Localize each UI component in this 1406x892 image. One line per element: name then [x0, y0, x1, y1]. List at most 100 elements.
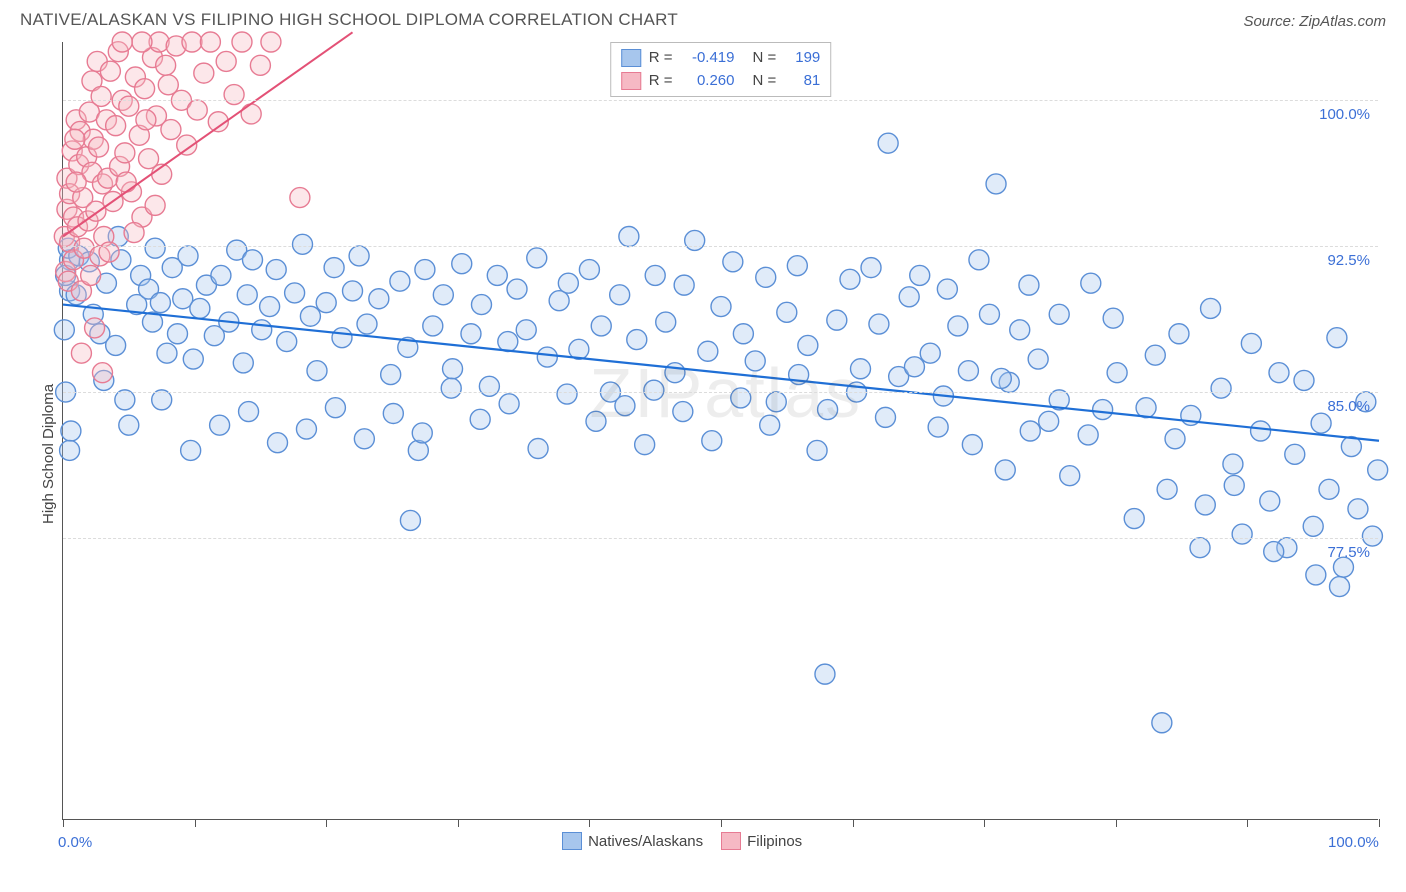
scatter-point: [827, 310, 847, 330]
scatter-point: [910, 265, 930, 285]
scatter-point: [698, 341, 718, 361]
scatter-point: [627, 330, 647, 350]
legend-n-value: 81: [786, 70, 820, 93]
scatter-point: [991, 368, 1011, 388]
scatter-point: [136, 110, 156, 130]
scatter-point: [1251, 421, 1271, 441]
scatter-point: [673, 402, 693, 422]
scatter-point: [656, 312, 676, 332]
scatter-point: [1201, 298, 1221, 318]
scatter-point: [1330, 577, 1350, 597]
scatter-point: [528, 439, 548, 459]
legend-stat-row: R =-0.419N =199: [621, 47, 821, 70]
scatter-point: [145, 195, 165, 215]
scatter-point: [777, 302, 797, 322]
scatter-point: [250, 55, 270, 75]
scatter-point: [441, 378, 461, 398]
scatter-point: [433, 285, 453, 305]
x-tick-mark: [458, 819, 459, 827]
scatter-point: [81, 265, 101, 285]
scatter-point: [498, 332, 518, 352]
scatter-point: [537, 347, 557, 367]
scatter-point: [1195, 495, 1215, 515]
scatter-point: [194, 63, 214, 83]
scatter-point: [243, 250, 263, 270]
scatter-point: [145, 238, 165, 258]
scatter-point: [99, 242, 119, 262]
legend-series-item: Filipinos: [721, 832, 802, 850]
scatter-point: [260, 297, 280, 317]
scatter-point: [239, 402, 259, 422]
scatter-point: [1264, 542, 1284, 562]
scatter-point: [200, 32, 220, 52]
scatter-point: [1039, 411, 1059, 431]
y-tick-label: 85.0%: [1327, 398, 1370, 415]
scatter-point: [499, 394, 519, 414]
legend-r-value: 0.260: [683, 70, 735, 93]
legend-n-label: N =: [753, 70, 777, 93]
scatter-point: [818, 400, 838, 420]
legend-series-item: Natives/Alaskans: [562, 832, 703, 850]
scatter-point: [224, 85, 244, 105]
scatter-point: [1190, 538, 1210, 558]
scatter-point: [904, 357, 924, 377]
scatter-point: [182, 32, 202, 52]
scatter-point: [1145, 345, 1165, 365]
scatter-point: [1306, 565, 1326, 585]
legend-swatch: [621, 72, 641, 90]
scatter-point: [1165, 429, 1185, 449]
scatter-point: [132, 32, 152, 52]
scatter-point: [479, 376, 499, 396]
x-tick-mark: [721, 819, 722, 827]
scatter-point: [876, 407, 896, 427]
legend-swatch: [562, 832, 582, 850]
chart-source: Source: ZipAtlas.com: [1243, 13, 1386, 30]
scatter-point: [787, 256, 807, 276]
x-tick-mark: [984, 819, 985, 827]
scatter-point: [158, 75, 178, 95]
x-tick-mark: [1379, 819, 1380, 827]
scatter-point: [591, 316, 611, 336]
scatter-point: [89, 137, 109, 157]
scatter-point: [798, 335, 818, 355]
scatter-point: [237, 285, 257, 305]
scatter-point: [558, 273, 578, 293]
scatter-point: [325, 398, 345, 418]
legend-r-value: -0.419: [683, 47, 735, 70]
scatter-point: [60, 440, 80, 460]
scatter-point: [211, 265, 231, 285]
scatter-point: [1081, 273, 1101, 293]
scatter-point: [369, 289, 389, 309]
scatter-point: [665, 363, 685, 383]
y-tick-label: 92.5%: [1327, 252, 1370, 269]
scatter-point: [91, 86, 111, 106]
y-axis-label: High School Diploma: [40, 384, 57, 524]
scatter-point: [106, 116, 126, 136]
scatter-point: [277, 332, 297, 352]
scatter-point: [702, 431, 722, 451]
scatter-point: [124, 223, 144, 243]
scatter-point: [210, 415, 230, 435]
scatter-point: [1157, 479, 1177, 499]
series-legend: Natives/Alaskans Filipinos: [562, 832, 802, 850]
scatter-point: [119, 415, 139, 435]
scatter-point: [1241, 333, 1261, 353]
scatter-point: [290, 188, 310, 208]
scatter-point: [233, 353, 253, 373]
scatter-point: [316, 293, 336, 313]
scatter-point: [1285, 444, 1305, 464]
scatter-point: [731, 388, 751, 408]
scatter-point: [167, 324, 187, 344]
scatter-point: [161, 120, 181, 140]
scatter-point: [815, 664, 835, 684]
scatter-point: [878, 133, 898, 153]
scatter-point: [937, 279, 957, 299]
scatter-point: [1152, 713, 1172, 733]
scatter-point: [615, 396, 635, 416]
scatter-point: [1269, 363, 1289, 383]
scatter-point: [610, 285, 630, 305]
scatter-point: [261, 32, 281, 52]
scatter-point: [645, 265, 665, 285]
chart-title: NATIVE/ALASKAN VS FILIPINO HIGH SCHOOL D…: [20, 10, 678, 30]
scatter-point: [187, 100, 207, 120]
